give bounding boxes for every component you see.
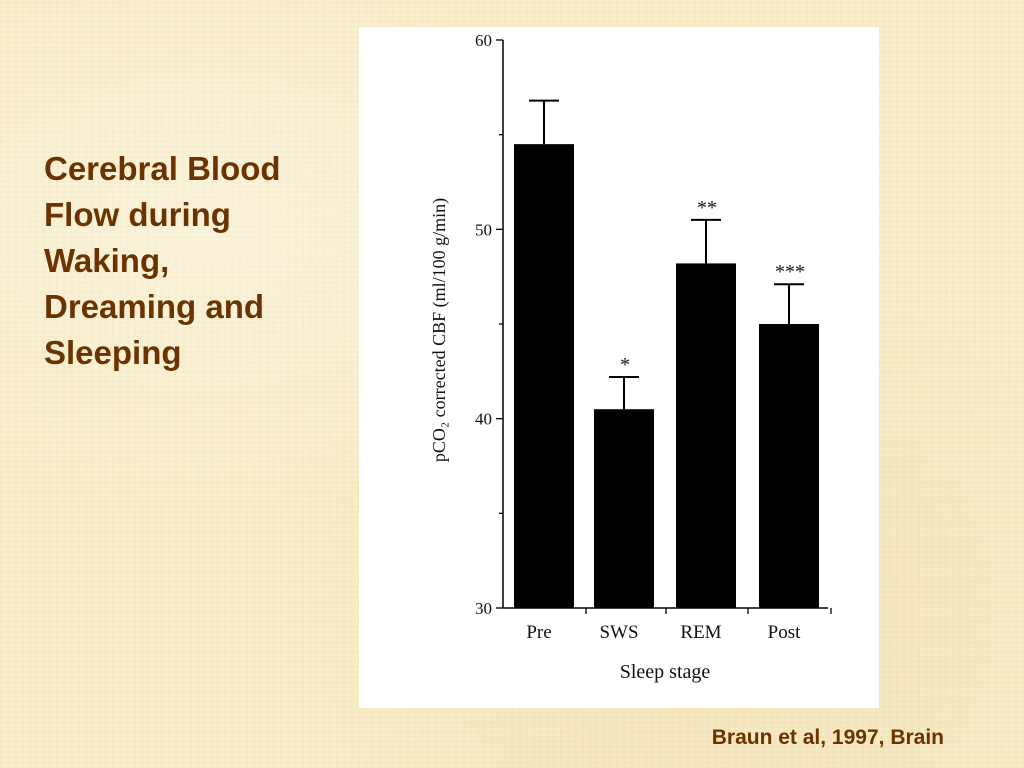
title-line: Cerebral Blood bbox=[44, 150, 281, 187]
y-tick-label: 60 bbox=[475, 31, 492, 50]
y-tick-label: 30 bbox=[475, 599, 492, 618]
x-tick-label: REM bbox=[680, 622, 721, 643]
citation: Braun et al, 1997, Brain bbox=[711, 726, 944, 749]
significance-marker: ** bbox=[697, 197, 717, 219]
bar bbox=[514, 144, 574, 608]
bar bbox=[759, 324, 819, 608]
title-line: Waking, bbox=[44, 242, 170, 279]
slide-title: Cerebral Blood Flow during Waking, Dream… bbox=[44, 146, 344, 376]
y-axis-label: pCO₂ corrected CBF (ml/100 g/min) bbox=[429, 198, 450, 462]
bar bbox=[676, 263, 736, 608]
title-line: Sleeping bbox=[44, 334, 182, 371]
x-tick-label: Post bbox=[768, 622, 801, 643]
x-tick-label: Pre bbox=[526, 622, 551, 643]
y-tick-label: 50 bbox=[475, 220, 492, 239]
x-tick-label: SWS bbox=[599, 622, 638, 643]
title-line: Flow during bbox=[44, 196, 231, 233]
bar bbox=[594, 409, 654, 608]
significance-marker: * bbox=[620, 354, 630, 376]
y-tick-label: 40 bbox=[475, 410, 492, 429]
title-line: Dreaming and bbox=[44, 288, 265, 325]
x-axis-label: Sleep stage bbox=[620, 661, 711, 683]
significance-marker: *** bbox=[775, 261, 805, 283]
